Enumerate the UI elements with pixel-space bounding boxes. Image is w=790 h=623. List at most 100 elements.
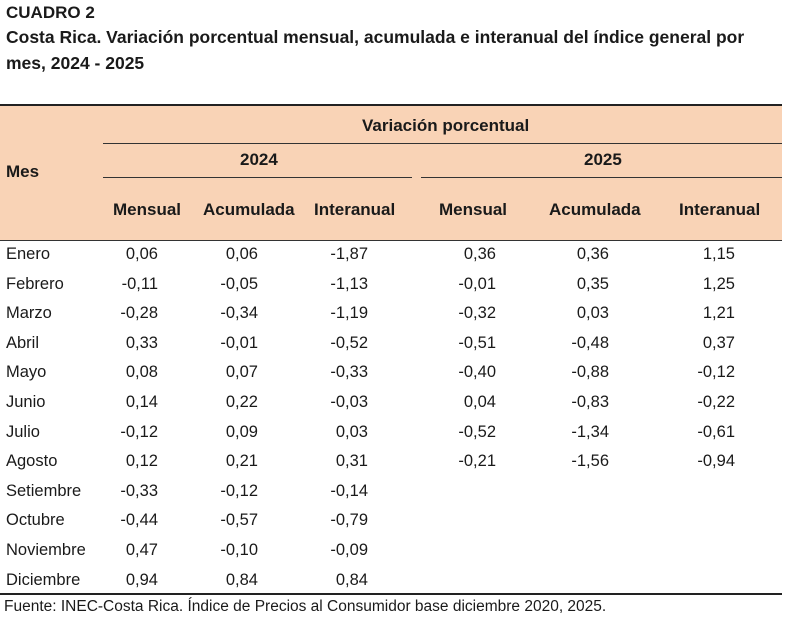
value-cell: -0,12 [120, 422, 158, 441]
month-cell: Diciembre [6, 570, 81, 589]
value-cell: -0,32 [458, 304, 496, 323]
top-rule [0, 104, 782, 106]
value-cell: 1,15 [702, 245, 735, 263]
value-cell: -0,03 [330, 393, 368, 411]
year-2024-underline [103, 177, 412, 178]
value-cell: -0,12 [220, 481, 258, 500]
value-cell: -0,01 [220, 333, 258, 352]
value-cell: 0,33 [125, 333, 158, 352]
month-cell: Setiembre [6, 481, 82, 500]
month-cell: Julio [6, 422, 40, 441]
value-cell: -0,21 [458, 452, 496, 471]
value-cell: -1,56 [571, 452, 609, 471]
year-2025-underline [421, 177, 782, 178]
value-cell: -0,94 [697, 452, 735, 471]
value-cell: -0,34 [220, 304, 258, 323]
table-row: Julio -0,12 0,09 0,03 -0,52 -1,34 -0,61 [0, 419, 782, 449]
value-cell: -0,44 [120, 511, 158, 530]
table-row: Abril 0,33 -0,01 -0,52 -0,51 -0,48 0,37 [0, 330, 782, 360]
value-cell: 0,07 [225, 363, 258, 382]
value-cell: 0,84 [335, 570, 368, 589]
month-cell: Abril [6, 333, 40, 352]
table-row: Noviembre 0,47 -0,10 -0,09 [0, 537, 782, 567]
col-interanual-2024: Interanual [314, 200, 396, 219]
value-cell: -0,52 [330, 333, 368, 352]
group-underline [103, 143, 782, 144]
value-cell: -0,48 [571, 333, 609, 352]
month-cell: Marzo [6, 304, 52, 323]
table-header: Mes Variación porcentual 2024 2025 Mensu… [0, 106, 782, 240]
month-cell: Agosto [6, 452, 58, 471]
value-cell: 0,14 [125, 393, 158, 411]
year-2024: 2024 [240, 150, 278, 169]
table-row: Mayo 0,08 0,07 -0,33 -0,40 -0,88 -0,12 [0, 359, 782, 389]
value-cell: -1,87 [330, 245, 368, 263]
value-cell: -0,61 [697, 422, 735, 441]
table-row: Febrero -0,11 -0,05 -1,13 -0,01 0,35 1,25 [0, 271, 782, 301]
value-cell: -0,10 [220, 541, 258, 559]
group-header: Variación porcentual [362, 116, 530, 135]
value-cell: 0,03 [576, 304, 609, 323]
table-row: Octubre -0,44 -0,57 -0,79 [0, 507, 782, 537]
table-row: Diciembre 0,94 0,84 0,84 [0, 567, 782, 597]
value-cell: -1,13 [330, 274, 368, 293]
value-cell: 0,35 [576, 274, 609, 293]
value-cell: 0,31 [335, 452, 368, 471]
col-acumulada-2024: Acumulada [203, 200, 295, 219]
month-cell: Mayo [6, 363, 47, 382]
table-number: CUADRO 2 [6, 3, 95, 22]
bottom-rule [0, 593, 782, 595]
value-cell: 0,06 [125, 245, 158, 263]
value-cell: -0,05 [220, 274, 258, 293]
source-note: Fuente: INEC-Costa Rica. Índice de Preci… [4, 598, 607, 615]
value-cell: -0,11 [121, 274, 158, 293]
value-cell: -0,83 [571, 393, 609, 411]
value-cell: 0,37 [702, 333, 735, 352]
table-row: Junio 0,14 0,22 -0,03 0,04 -0,83 -0,22 [0, 389, 782, 419]
value-cell: -0,52 [458, 422, 496, 441]
table-title: Costa Rica. Variación porcentual mensual… [6, 27, 745, 73]
value-cell: 0,84 [225, 570, 258, 589]
value-cell: 0,08 [125, 363, 158, 382]
value-cell: -1,19 [330, 304, 368, 323]
value-cell: 0,03 [335, 422, 368, 441]
value-cell: 0,09 [225, 422, 258, 441]
value-cell: -0,22 [697, 393, 735, 411]
header-bottom-rule [0, 240, 782, 241]
table-row: Setiembre -0,33 -0,12 -0,14 [0, 478, 782, 508]
value-cell: 0,36 [463, 245, 496, 263]
value-cell: -0,33 [120, 481, 158, 500]
value-cell: -0,09 [330, 541, 368, 559]
title-block: CUADRO 2 Costa Rica. Variación porcentua… [6, 2, 786, 76]
value-cell: -0,79 [330, 511, 368, 530]
value-cell: 0,22 [225, 393, 258, 411]
month-cell: Noviembre [6, 541, 86, 559]
value-cell: 0,06 [225, 245, 258, 263]
month-cell: Junio [6, 393, 46, 411]
value-cell: 0,12 [125, 452, 158, 471]
month-cell: Febrero [6, 274, 64, 293]
value-cell: -0,28 [120, 304, 158, 323]
value-cell: -0,12 [697, 363, 735, 382]
col-mensual-2024: Mensual [113, 200, 182, 219]
value-cell: 0,94 [125, 570, 158, 589]
month-cell: Enero [6, 245, 51, 263]
table-row: Agosto 0,12 0,21 0,31 -0,21 -1,56 -0,94 [0, 448, 782, 478]
table-row: Enero 0,06 0,06 -1,87 0,36 0,36 1,15 [0, 241, 782, 271]
col-interanual-2025: Interanual [679, 200, 761, 219]
value-cell: 0,36 [576, 245, 609, 263]
table-row: Marzo -0,28 -0,34 -1,19 -0,32 0,03 1,21 [0, 300, 782, 330]
value-cell: 0,21 [225, 452, 258, 471]
value-cell: -0,51 [458, 333, 496, 352]
row-header-mes: Mes [6, 162, 40, 181]
value-cell: -0,33 [330, 363, 368, 382]
value-cell: 1,21 [702, 304, 735, 323]
value-cell: 0,47 [125, 541, 158, 559]
value-cell: -0,57 [220, 511, 258, 530]
value-cell: 1,25 [702, 274, 735, 293]
value-cell: -0,01 [458, 274, 496, 293]
col-acumulada-2025: Acumulada [549, 200, 641, 219]
value-cell: -1,34 [571, 422, 609, 441]
value-cell: -0,88 [571, 363, 609, 382]
month-cell: Octubre [6, 511, 65, 530]
